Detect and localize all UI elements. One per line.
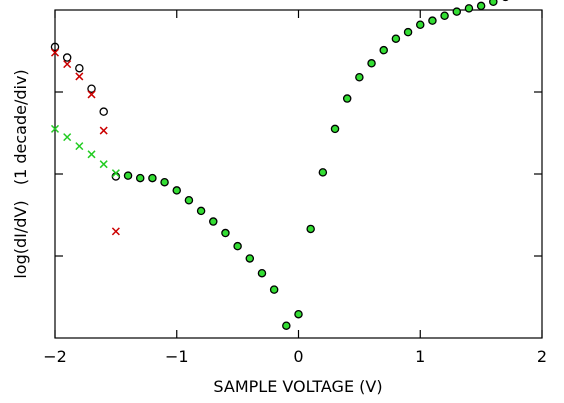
cross-stroke	[99, 126, 108, 135]
data-point-filled	[257, 268, 267, 278]
cross-stroke	[63, 60, 72, 69]
data-point-cross	[75, 142, 84, 151]
data-point-filled	[379, 45, 388, 55]
data-point-cross	[75, 72, 84, 81]
data-point-cross	[87, 150, 96, 159]
data-point-circle	[75, 63, 84, 73]
data-point-filled	[233, 241, 242, 251]
data-point-cross	[99, 126, 108, 135]
data-point-filled	[428, 16, 437, 25]
x-tick-label: 2	[537, 347, 547, 366]
data-point-cross	[63, 133, 72, 142]
x-tick-label: −1	[165, 347, 189, 366]
data-point-circle	[50, 42, 60, 52]
data-point-cross	[87, 90, 96, 99]
data-point-filled	[355, 72, 364, 82]
data-point-filled	[294, 309, 303, 319]
x-tick-label: 1	[415, 347, 425, 366]
data-point-filled	[160, 177, 169, 187]
data-point-filled	[330, 124, 340, 134]
data-point-filled	[342, 94, 352, 103]
data-point-circle	[87, 84, 96, 93]
data-point-filled	[452, 7, 462, 16]
data-point-filled	[367, 59, 376, 68]
data-point-filled	[464, 4, 474, 13]
data-point-cross	[111, 169, 120, 178]
data-point-filled	[245, 254, 255, 263]
data-point-cross	[111, 227, 120, 236]
x-tick-label: −2	[43, 347, 67, 366]
x-axis-ticks: −2 −1 0 1 2	[43, 10, 547, 366]
data-point-filled	[318, 168, 328, 177]
cross-stroke	[50, 48, 60, 57]
y-axis-label: log(dI/dV) (1 decade/div)	[11, 69, 30, 278]
cross-stroke	[75, 142, 84, 151]
x-axis-label: SAMPLE VOLTAGE (V)	[213, 377, 382, 396]
cross-stroke	[75, 72, 84, 81]
data-point-filled	[184, 195, 194, 205]
data-point-filled	[415, 20, 425, 30]
data-point-filled	[476, 1, 486, 11]
y-axis-ticks	[55, 91, 542, 257]
data-point-cross	[99, 160, 108, 169]
data-point-filled	[221, 228, 230, 238]
cross-stroke	[111, 169, 120, 178]
data-point-filled	[306, 224, 315, 234]
data-point-filled	[269, 285, 279, 294]
data-point-filled	[391, 34, 401, 43]
data-point-filled	[209, 217, 218, 226]
cross-stroke	[99, 160, 108, 169]
data-point-filled	[196, 206, 206, 216]
cross-stroke	[87, 90, 96, 99]
data-point-circle	[99, 107, 108, 116]
data-point-filled	[135, 173, 145, 183]
data-point-filled	[148, 173, 157, 183]
x-tick-label: 0	[293, 347, 303, 366]
cross-stroke	[111, 227, 120, 236]
cross-stroke	[50, 124, 60, 133]
data-points	[50, 0, 509, 330]
data-point-cross	[63, 60, 72, 69]
data-point-filled	[282, 321, 291, 330]
data-point-filled	[489, 0, 498, 7]
data-point-cross	[50, 48, 60, 57]
data-point-filled	[172, 186, 181, 195]
data-point-circle	[62, 53, 72, 62]
data-point-cross	[50, 124, 60, 133]
cross-stroke	[63, 133, 72, 142]
data-point-filled	[440, 11, 449, 20]
data-point-filled	[403, 27, 413, 37]
cross-stroke	[87, 150, 96, 159]
data-point-filled	[123, 171, 133, 180]
